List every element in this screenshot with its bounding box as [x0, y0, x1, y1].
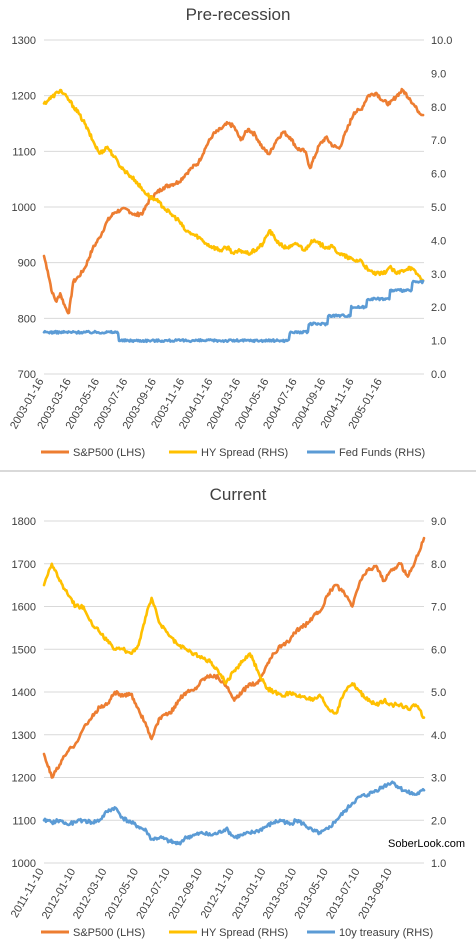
right-axis-tick-label: 2.0 — [431, 815, 446, 827]
series-line-hy-spread-rhs — [42, 88, 425, 282]
pre-recession-chart: Pre-recession 700 800 900 1000 1100 1200 1300 0.… — [0, 0, 476, 470]
series-line-hy-spread-rhs — [42, 562, 426, 719]
left-axis-tick-label: 1100 — [12, 815, 36, 827]
watermark: SoberLook.com — [388, 838, 465, 850]
left-axis-tick-label: 1100 — [12, 146, 36, 158]
right-axis-tick-label: 9.0 — [431, 68, 446, 80]
series-line-s-p500-lhs — [42, 87, 425, 315]
panel-divider — [0, 470, 476, 472]
right-axis-tick-label: 7.0 — [431, 135, 446, 147]
right-axis-tick-label: 1.0 — [431, 336, 446, 348]
left-axis-tick-label: 700 — [18, 369, 36, 381]
right-axis-tick-label: 2.0 — [431, 302, 446, 314]
left-axis-tick-label: 1400 — [12, 687, 36, 699]
right-axis-tick-label: 5.0 — [431, 687, 446, 699]
right-axis-tick-label: 8.0 — [431, 559, 446, 571]
right-axis-tick-label: 6.0 — [431, 169, 446, 181]
right-axis-tick-label: 0.0 — [431, 369, 446, 381]
right-axis-tick-label: 4.0 — [431, 235, 446, 247]
right-axis-tick-label: 4.0 — [431, 730, 446, 742]
legend-label: HY Spread (RHS) — [201, 447, 288, 459]
left-axis-tick-label: 1000 — [12, 858, 36, 870]
left-axis-tick-label: 1500 — [12, 644, 36, 656]
legend-label: 10y treasury (RHS) — [339, 927, 433, 939]
left-axis-tick-label: 1800 — [12, 516, 36, 528]
series-line-s-p500-lhs — [42, 536, 426, 779]
right-axis-tick-label: 8.0 — [431, 102, 446, 114]
right-axis-tick-label: 5.0 — [431, 202, 446, 214]
legend-label: HY Spread (RHS) — [201, 927, 288, 939]
right-axis-tick-label: 3.0 — [431, 773, 446, 785]
right-axis-tick-label: 7.0 — [431, 602, 446, 614]
series-line-fed-funds-rhs — [42, 279, 425, 344]
legend-label: S&P500 (LHS) — [73, 447, 145, 459]
left-axis-tick-label: 1600 — [12, 602, 36, 614]
chart-title: Pre-recession — [186, 5, 291, 24]
left-axis-tick-label: 900 — [18, 258, 36, 270]
left-axis-tick-label: 1300 — [12, 730, 36, 742]
left-axis-tick-label: 1700 — [12, 559, 36, 571]
left-axis-tick-label: 1300 — [12, 35, 36, 47]
right-axis-tick-label: 10.0 — [431, 35, 452, 47]
legend-label: Fed Funds (RHS) — [339, 447, 425, 459]
legend-label: S&P500 (LHS) — [73, 927, 145, 939]
current-chart: Current 1000 1100 1200 1300 1400 1500 1600 1700 1… — [0, 472, 476, 943]
chart-svg: Pre-recession 700 800 900 1000 1100 1200 1300 0.… — [8, 5, 452, 459]
right-axis-tick-label: 9.0 — [431, 516, 446, 528]
right-axis-tick-label: 1.0 — [431, 858, 446, 870]
left-axis-tick-label: 800 — [18, 313, 36, 325]
left-axis-tick-label: 1000 — [12, 202, 36, 214]
chart-svg: Current 1000 1100 1200 1300 1400 1500 1600 1700 1… — [9, 485, 465, 939]
x-axis-tick-label: 2013-09-10 — [356, 867, 395, 922]
left-axis-tick-label: 1200 — [12, 91, 36, 103]
series-line-10y-treasury-rhs — [42, 780, 426, 846]
chart-title: Current — [210, 485, 267, 504]
right-axis-tick-label: 3.0 — [431, 269, 446, 281]
right-axis-tick-label: 6.0 — [431, 644, 446, 656]
left-axis-tick-label: 1200 — [12, 773, 36, 785]
